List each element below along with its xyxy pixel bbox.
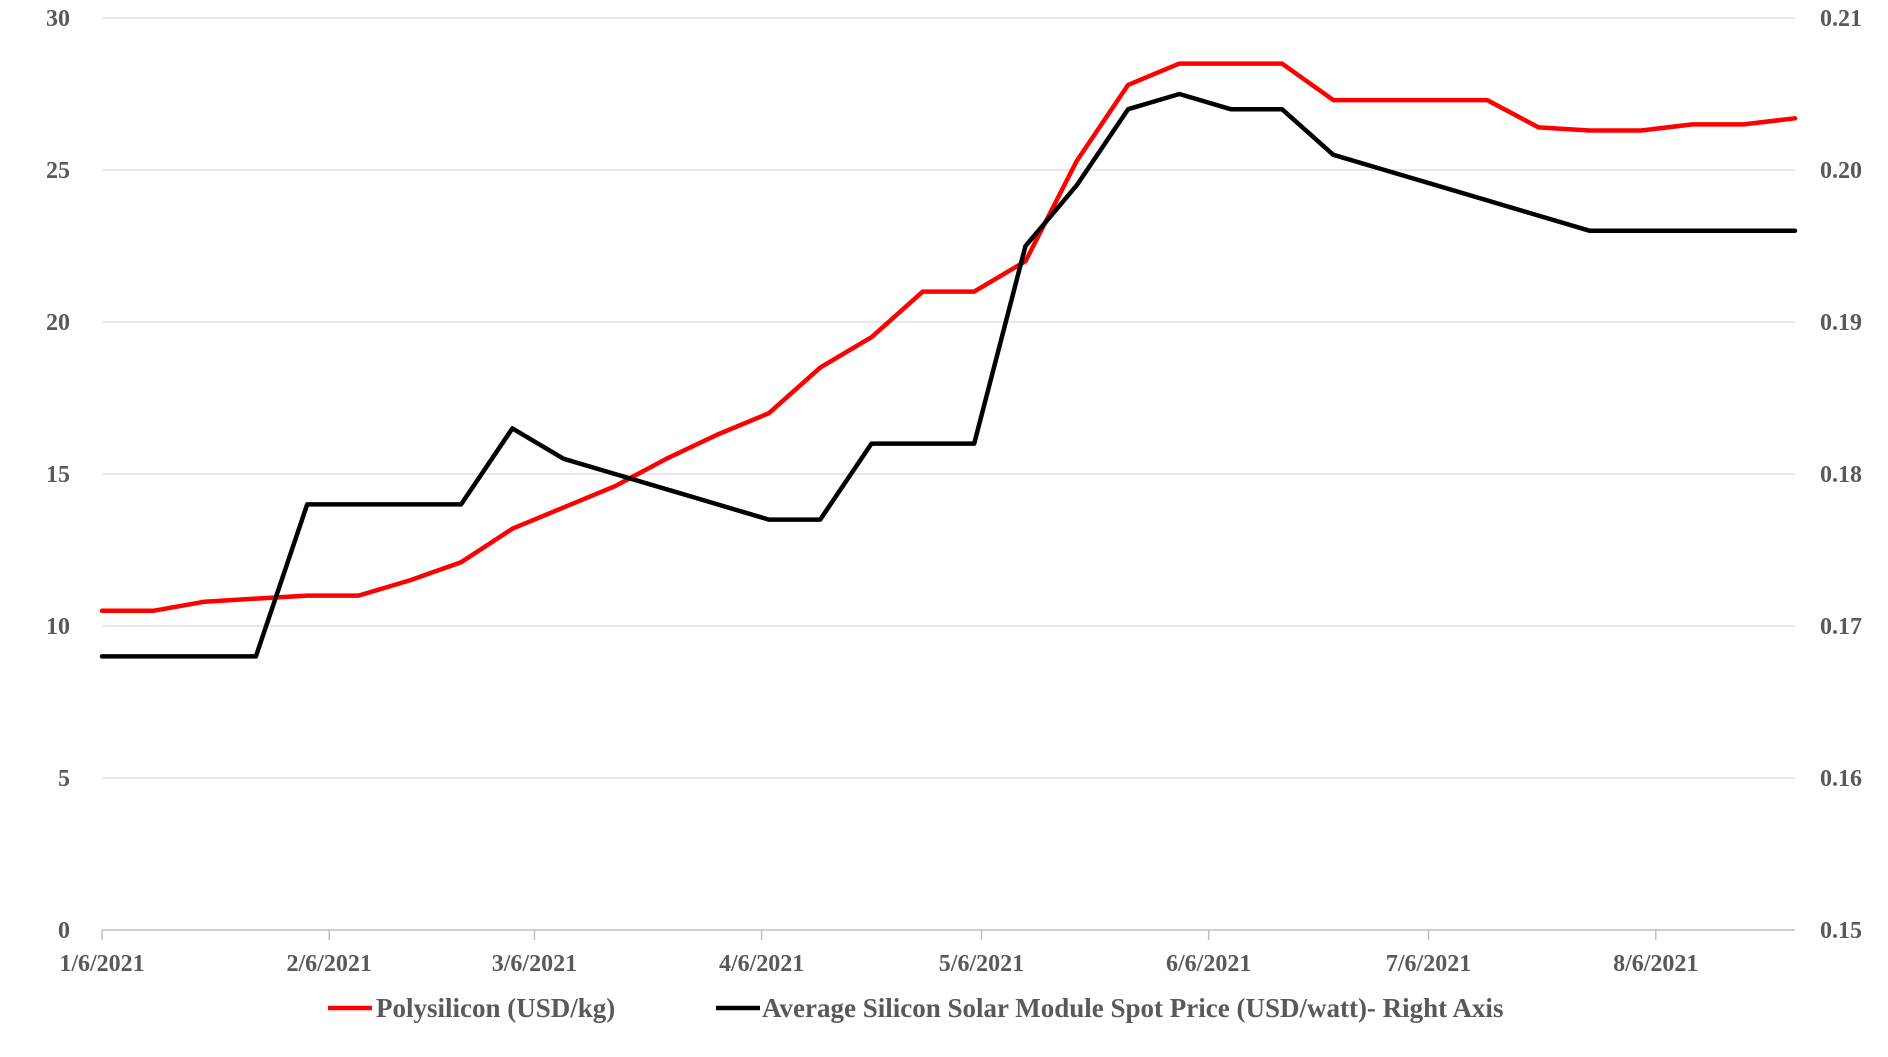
legend: Polysilicon (USD/kg) Average Silicon Sola… <box>328 993 1503 1023</box>
y-left-tick-label: 5 <box>58 766 70 792</box>
x-tick-label: 8/6/2021 <box>1613 951 1698 977</box>
x-tick-label: 3/6/2021 <box>492 951 577 977</box>
y-left-tick-label: 30 <box>46 6 70 32</box>
x-tick-label: 6/6/2021 <box>1166 951 1251 977</box>
y-left-tick-label: 15 <box>46 462 70 488</box>
series-line-polysilicon <box>99 61 1798 614</box>
y-left-tick-label: 20 <box>46 310 70 336</box>
x-tick-label: 1/6/2021 <box>59 951 144 977</box>
legend-label: Polysilicon (USD/kg) <box>376 993 615 1023</box>
y-right-tick-label: 0.19 <box>1820 310 1862 336</box>
y-right-tick-label: 0.18 <box>1820 462 1862 488</box>
y-right-tick-label: 0.20 <box>1820 158 1862 184</box>
y-right-tick-label: 0.15 <box>1820 918 1862 944</box>
series-lines <box>99 61 1798 659</box>
series-line-module-spot-price <box>99 91 1798 659</box>
x-tick-label: 7/6/2021 <box>1386 951 1471 977</box>
x-tick-label: 5/6/2021 <box>939 951 1024 977</box>
x-tick-label: 2/6/2021 <box>287 951 372 977</box>
axes: 0 5 10 15 20 25 30 0.15 0.16 0.17 0.18 0.19 0.20 0.21… <box>46 6 1862 977</box>
y-right-tick-label: 0.16 <box>1820 766 1862 792</box>
gridlines <box>102 17 1795 779</box>
y-right-tick-label: 0.21 <box>1820 6 1862 32</box>
legend-label: Average Silicon Solar Module Spot Price … <box>762 993 1503 1023</box>
y-left-tick-label: 25 <box>46 158 70 184</box>
y-left-tick-label: 0 <box>58 918 70 944</box>
y-right-tick-label: 0.17 <box>1820 614 1862 640</box>
y-left-tick-label: 10 <box>46 614 70 640</box>
x-tick-label: 4/6/2021 <box>719 951 804 977</box>
